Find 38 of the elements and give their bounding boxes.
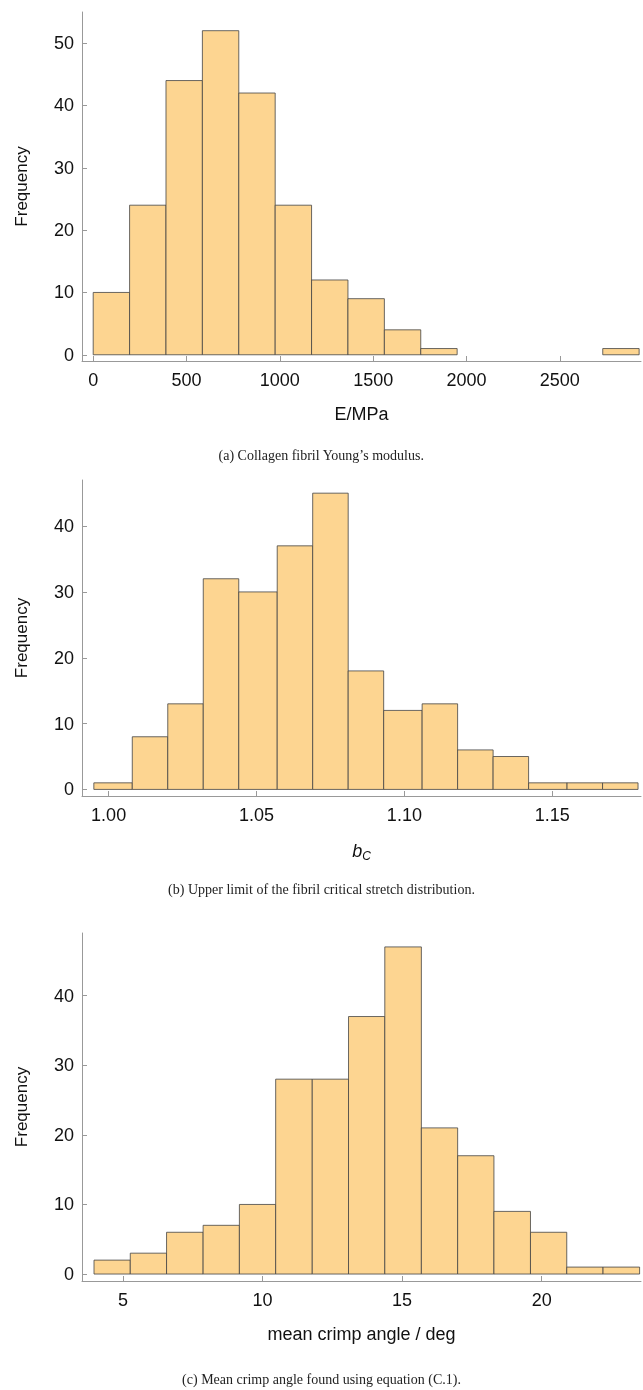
y-tick-label: 40 xyxy=(53,516,74,537)
x-tick-label: 1.10 xyxy=(386,805,422,825)
x-tick-label: 5 xyxy=(118,1290,129,1310)
y-tick-label: 20 xyxy=(53,220,74,241)
x-tick-label: 0 xyxy=(88,370,99,390)
x-tick-label: 2000 xyxy=(446,370,487,390)
x-tick-label: 2500 xyxy=(539,370,580,390)
y-tick-label: 50 xyxy=(53,33,74,54)
x-tick-label: 1.05 xyxy=(238,805,275,825)
text: (a) Collagen fibril Young’s modulus. xyxy=(218,447,424,464)
y-tick-label: 20 xyxy=(53,647,74,668)
x-tick-label: 500 xyxy=(171,370,202,390)
x-tick-label: 1.15 xyxy=(534,805,570,825)
y-tick-label: 20 xyxy=(53,1124,74,1145)
x-axis-title: mean crimp angle / deg xyxy=(267,1324,456,1344)
y-tick-label: 0 xyxy=(63,344,74,365)
text: (b) Upper limit of the fibril critical stretch distribution. xyxy=(168,881,475,898)
x-tick-label: 1500 xyxy=(353,370,394,390)
text: (c) Mean crimp angle found using equation (C.1). xyxy=(182,1371,461,1388)
x-tick-label: 1000 xyxy=(259,370,300,390)
y-axis-title: Frequency xyxy=(12,145,31,227)
y-tick-label: 0 xyxy=(63,1264,74,1285)
y-tick-label: 40 xyxy=(53,985,74,1006)
y-tick-label: 30 xyxy=(53,581,74,602)
y-axis-title: Frequency xyxy=(12,597,31,679)
x-tick-label: 1.00 xyxy=(91,805,127,825)
y-tick-label: 30 xyxy=(53,1055,74,1076)
x-tick-label: 10 xyxy=(252,1290,273,1310)
y-tick-label: 40 xyxy=(53,95,74,116)
y-tick-label: 10 xyxy=(53,282,74,303)
y-tick-label: 0 xyxy=(63,779,74,800)
y-axis-title: Frequency xyxy=(12,1066,31,1148)
x-tick-label: 15 xyxy=(392,1290,413,1310)
y-tick-label: 10 xyxy=(53,713,74,734)
y-tick-label: 10 xyxy=(53,1194,74,1215)
x-tick-label: 20 xyxy=(531,1290,552,1310)
x-axis-title: E/MPa xyxy=(334,404,390,424)
y-tick-label: 30 xyxy=(53,157,74,178)
